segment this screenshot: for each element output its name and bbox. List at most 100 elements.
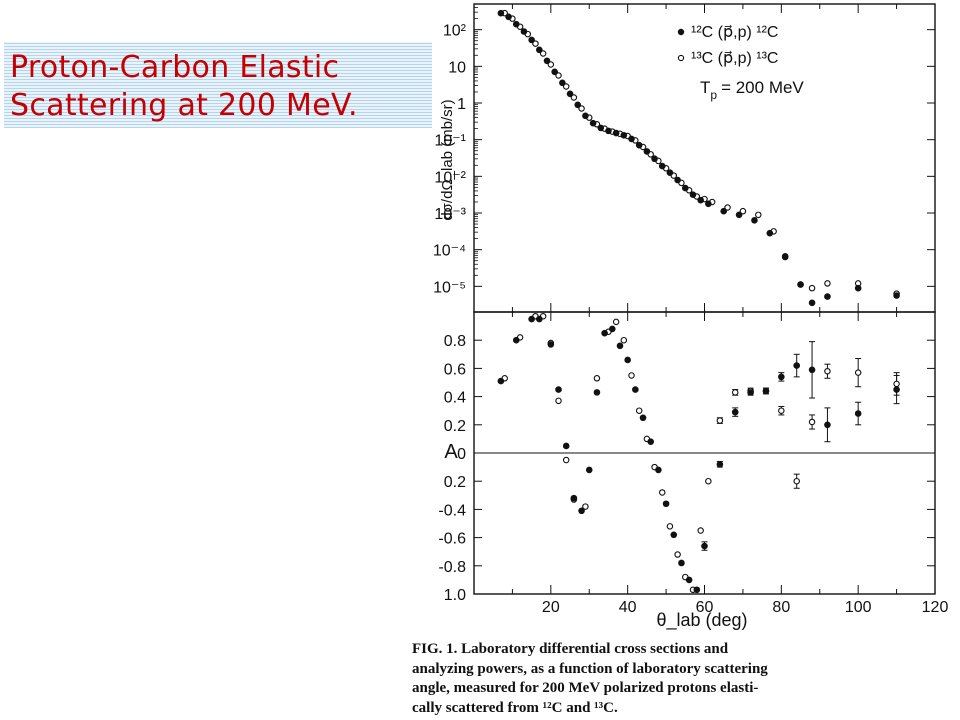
top-y-tick-label: 10⁻³ [434,206,466,223]
cross-section-point-c12 [512,20,520,28]
top-y-tick-label: 10 [448,59,466,76]
cross-section-point-c12 [582,112,589,120]
caption-line-2: analyzing powers, as a function of labor… [412,660,768,677]
cross-section-point-c12 [651,155,658,163]
asymmetry-point-c13 [628,372,635,379]
top-y-tick-label: 10⁻⁵ [433,279,466,296]
cross-section-point-c13 [739,207,747,215]
asymmetry-point-c12 [512,336,520,344]
asymmetry-point-c12 [536,315,543,323]
cross-section-point-c12 [505,13,512,21]
asymmetry-point-c13 [893,380,900,388]
top-y-tick-label: 10² [443,23,467,40]
cross-section-point-c12 [720,207,728,215]
cross-section-point-c12 [635,141,643,149]
asymmetry-point-c12 [601,329,608,337]
top-y-tick-label: 10⁻² [434,169,466,186]
asymmetry-point-c12 [824,421,831,429]
slide-title-line-2: Scattering at 200 MeV. [10,88,358,123]
legend-label-c13: ¹³C (p⃗,p) ¹³C [691,50,778,67]
asymmetry-point-c13 [716,417,724,424]
asymmetry-point-c12 [555,386,562,393]
asymmetry-point-c12 [793,362,800,369]
asymmetry-point-c12 [670,531,678,539]
top-y-axis-label: dσ/dΩ_lab (mb/sr) [439,99,456,220]
asymmetry-point-c12 [678,559,685,567]
bottom-y-tick-label: 0.4 [444,390,466,407]
asymmetry-point-c12 [693,586,701,594]
cross-section-point-c13 [532,40,539,47]
cross-section-point-c12 [681,184,689,192]
cross-section-point-c13 [724,204,731,211]
cross-section-point-c12 [536,46,543,54]
asymmetry-point-c13 [808,418,816,426]
asymmetry-point-c12 [639,414,647,422]
cross-section-point-c12 [854,284,862,292]
legend-energy-value: = 200 MeV [721,78,804,97]
asymmetry-point-c13 [793,477,800,485]
asymmetry-point-c13 [731,389,739,396]
asymmetry-point-c12 [655,466,662,474]
asymmetry-point-c12 [893,386,900,393]
cross-section-point-c13 [539,50,547,57]
asymmetry-point-c12 [528,315,535,323]
figure-caption: FIG. 1. Laboratory differential cross se… [412,640,960,718]
asymmetry-point-c12 [609,325,616,333]
cross-section-point-c13 [562,83,570,90]
cross-section-point-c12 [674,176,681,184]
cross-section-point-c12 [612,129,620,137]
asymmetry-point-c12 [562,442,570,450]
cross-section-point-c12 [497,9,505,17]
cross-section-point-c12 [697,196,704,204]
bottom-y-tick-label: 0.2 [444,474,466,491]
top-y-tick-label: 1 [457,96,466,113]
caption-line-4: cally scattered from ¹²C and ¹³C. [412,699,618,716]
cross-section-point-c12 [605,127,612,135]
cross-section-point-c12 [808,299,816,307]
asymmetry-point-c13 [705,477,712,485]
asymmetry-point-c12 [547,341,555,348]
asymmetry-point-c13 [778,407,785,414]
asymmetry-point-c12 [716,460,724,468]
asymmetry-point-c12 [578,507,585,515]
cross-section-point-c12 [705,200,712,208]
cross-section-point-c12 [824,293,831,300]
asymmetry-point-c13 [593,375,601,382]
axis-ticks [474,4,935,595]
figure-scattering-chart: 10² 10 1 10⁻¹ 10⁻² 10⁻³ 10⁻⁴ 10⁻⁵ 0.8 0.6 0.4 0.2 0 0… [433,3,949,631]
cross-section-point-c12 [551,68,558,76]
x-axis-label: θ_lab (deg) [656,610,747,631]
cross-section-point-c13 [547,61,555,68]
asymmetry-point-c12 [778,373,785,381]
asymmetry-point-c12 [808,366,816,374]
bottom-y-tick-label-zero: 0 [457,446,466,463]
error-bars [701,341,900,551]
legend-energy-subscript: p [710,88,717,102]
bottom-y-tick-label: 1.0 [444,587,466,604]
asymmetry-point-c13 [555,397,562,405]
cross-section-point-c12 [566,90,574,98]
cross-section-point-c12 [574,101,582,109]
x-tick-label: 80 [772,599,790,616]
bottom-y-tick-label: 0.6 [444,361,466,378]
legend: ¹²C (p⃗,p) ¹²C ¹³C (p⃗,p) ¹³C Tp = 200 Me… [677,24,804,102]
cross-section-point-c12 [520,28,528,35]
cross-section-point-c12 [689,191,697,198]
cross-section-point-c12 [751,217,758,224]
asymmetry-point-c12 [616,342,624,350]
caption-line-3: angle, measured for 200 MeV polarized pr… [412,680,759,696]
asymmetry-point-c12 [497,377,505,385]
asymmetry-point-c12 [647,438,655,446]
asymmetry-point-c12 [585,466,593,474]
cross-section-point-c12 [620,131,628,139]
asymmetry-point-c12 [624,356,631,364]
asymmetry-point-c13 [697,527,704,534]
asymmetry-point-c13 [562,456,570,464]
bottom-y-tick-label: 0.2 [444,418,466,435]
asymmetry-point-c13 [666,523,674,530]
asymmetry-point-c13 [824,367,831,375]
cross-section-point-c12 [893,292,900,299]
cross-section-point-c12 [589,119,597,127]
cross-section-point-c12 [797,281,804,288]
tick-labels: 10² 10 1 10⁻¹ 10⁻² 10⁻³ 10⁻⁴ 10⁻⁵ 0.8 0.6 0.4 0.2 0 0… [433,23,949,616]
